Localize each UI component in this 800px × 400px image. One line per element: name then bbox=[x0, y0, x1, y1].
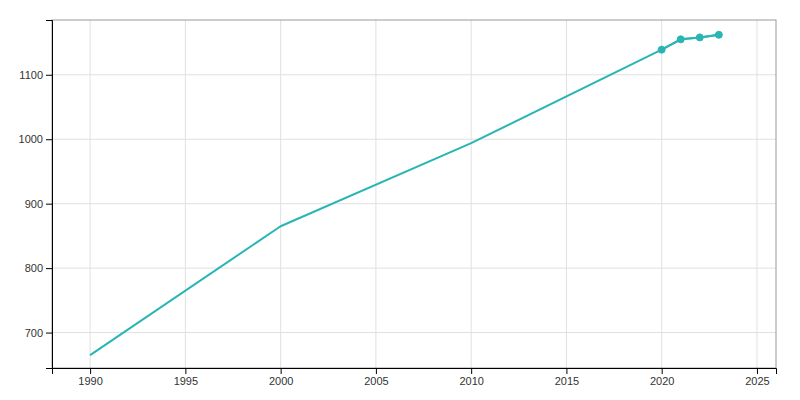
grid-line-y bbox=[52, 139, 776, 140]
series-marker bbox=[715, 31, 722, 38]
x-axis-tick-label: 2020 bbox=[650, 375, 674, 387]
x-axis-tick: 2015 bbox=[555, 368, 579, 387]
grid-line-x bbox=[471, 20, 472, 368]
x-axis-tick-mark bbox=[281, 368, 282, 374]
y-axis-tick-mark bbox=[46, 204, 52, 205]
series-marker bbox=[658, 46, 665, 53]
grid-line-x bbox=[756, 20, 757, 368]
x-axis-tick: 2020 bbox=[650, 368, 674, 387]
x-axis-tick-mark bbox=[90, 368, 91, 374]
series-line bbox=[662, 35, 719, 50]
y-axis-tick-label: 800 bbox=[25, 262, 43, 274]
plot: 1990 1995 2000 2005 2010 2015 2020 2025 700 800 90… bbox=[19, 20, 777, 387]
grid-line-x bbox=[280, 20, 281, 368]
y-axis-tick-label: 1100 bbox=[19, 69, 43, 81]
grid-line-x bbox=[90, 20, 91, 368]
plot-frame bbox=[52, 20, 776, 368]
y-axis-tick: 1000 bbox=[19, 133, 52, 145]
x-axis-tick: 2010 bbox=[459, 368, 483, 387]
y-axis-tick-mark bbox=[46, 139, 52, 140]
grid-line-y bbox=[52, 203, 776, 204]
y-axis-tick-mark bbox=[46, 268, 52, 269]
y-axis-domain bbox=[46, 21, 53, 369]
marks bbox=[90, 31, 722, 355]
x-axis-tick-mark bbox=[185, 368, 186, 374]
x-axis-tick-label: 2005 bbox=[364, 375, 388, 387]
x-axis-tick: 2005 bbox=[364, 368, 388, 387]
x-axis-tick-mark bbox=[757, 368, 758, 374]
y-axis-tick: 800 bbox=[25, 262, 52, 274]
x-axis-tick-label: 2025 bbox=[745, 375, 769, 387]
series-marker bbox=[696, 34, 703, 41]
grid-line-y bbox=[52, 268, 776, 269]
x-axis-tick: 1995 bbox=[174, 368, 198, 387]
grid-line-y bbox=[52, 332, 776, 333]
y-axis-tick-label: 1000 bbox=[19, 133, 43, 145]
grid-line-y bbox=[52, 74, 776, 75]
grid-line-x bbox=[375, 20, 376, 368]
x-axis: 1990 1995 2000 2005 2010 2015 2020 2025 bbox=[53, 368, 777, 387]
y-axis: 700 800 900 1000 1100 bbox=[19, 21, 53, 369]
grid-line-x bbox=[566, 20, 567, 368]
y-axis-tick: 1100 bbox=[19, 69, 52, 81]
y-axis-tick-mark bbox=[46, 75, 52, 76]
grid bbox=[52, 20, 776, 368]
x-axis-tick: 1990 bbox=[78, 368, 102, 387]
y-axis-tick-label: 700 bbox=[25, 327, 43, 339]
series-line bbox=[90, 35, 719, 355]
x-axis-tick-mark bbox=[471, 368, 472, 374]
x-axis-domain bbox=[53, 369, 777, 375]
x-axis-tick-mark bbox=[662, 368, 663, 374]
chart: 1990 1995 2000 2005 2010 2015 2020 2025 700 800 90… bbox=[0, 0, 800, 400]
series-marker bbox=[677, 36, 684, 43]
x-axis-tick-label: 2015 bbox=[555, 375, 579, 387]
y-axis-tick: 700 bbox=[25, 327, 52, 339]
x-axis-tick: 2025 bbox=[745, 368, 769, 387]
x-axis-tick-label: 1995 bbox=[174, 375, 198, 387]
y-axis-tick-mark bbox=[46, 333, 52, 334]
x-axis-tick-label: 2000 bbox=[269, 375, 293, 387]
y-axis-tick: 900 bbox=[25, 198, 52, 210]
x-axis-tick: 2000 bbox=[269, 368, 293, 387]
grid-line-x bbox=[661, 20, 662, 368]
x-axis-tick-mark bbox=[566, 368, 567, 374]
y-axis-tick-label: 900 bbox=[25, 198, 43, 210]
x-axis-tick-label: 2010 bbox=[459, 375, 483, 387]
x-axis-tick-mark bbox=[376, 368, 377, 374]
grid-line-x bbox=[185, 20, 186, 368]
x-axis-tick-label: 1990 bbox=[78, 375, 102, 387]
